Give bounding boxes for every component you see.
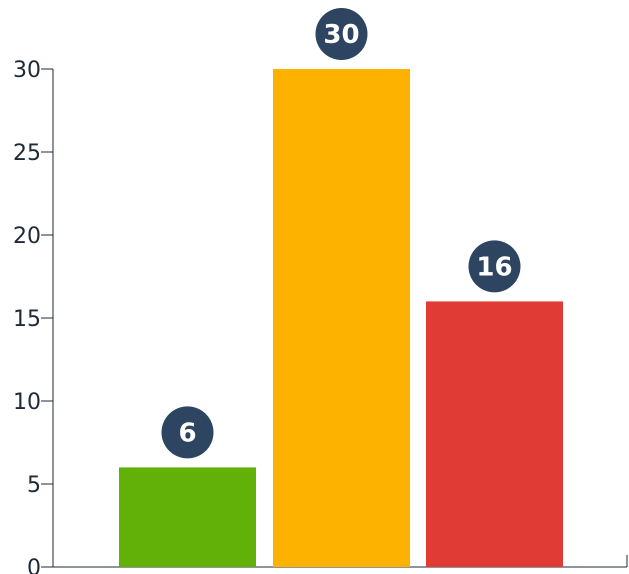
data-label: 6 [178, 418, 196, 448]
bar [119, 467, 256, 567]
y-tick-label: 0 [27, 556, 41, 574]
data-labels: 6 30 16 [161, 8, 521, 459]
bar [426, 301, 563, 567]
data-label: 30 [323, 20, 359, 50]
data-label-badge [315, 8, 368, 60]
data-label-badge [468, 240, 521, 293]
bar [273, 69, 410, 567]
y-axis: 0 5 10 15 20 25 30 [13, 58, 54, 574]
data-label-badge [161, 406, 214, 459]
y-tick-label: 20 [13, 224, 41, 249]
y-tick-label: 5 [27, 473, 41, 498]
y-tick-label: 30 [13, 58, 41, 83]
y-tick-label: 25 [13, 141, 41, 166]
y-tick-label: 10 [13, 390, 41, 415]
bars [119, 69, 563, 567]
data-label: 16 [476, 252, 512, 282]
y-tick-label: 15 [13, 307, 41, 332]
